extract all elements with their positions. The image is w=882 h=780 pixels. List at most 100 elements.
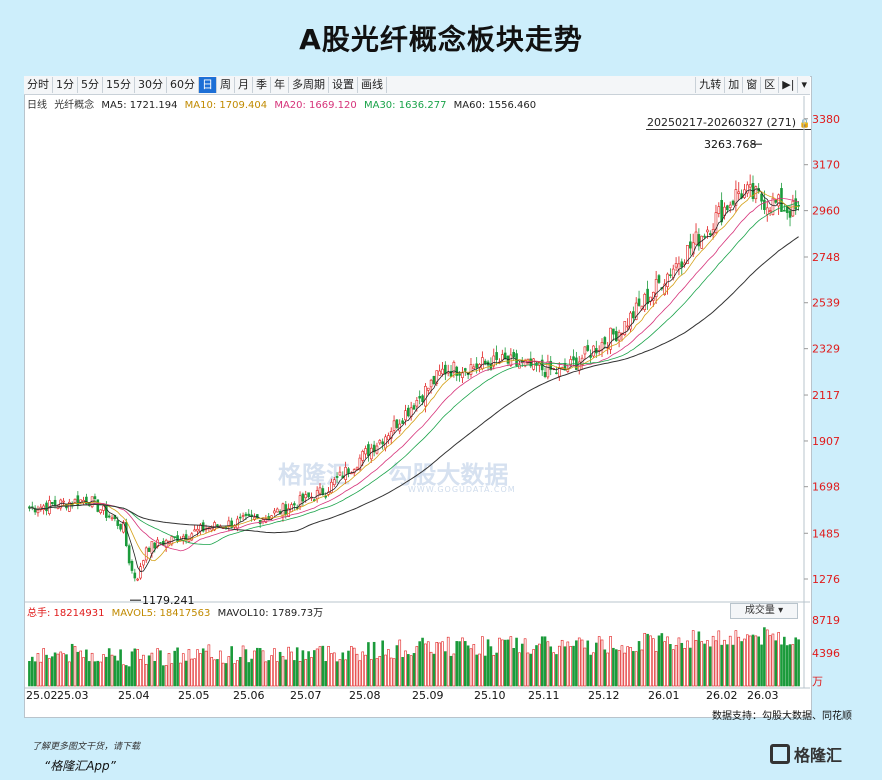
candle-body bbox=[264, 518, 268, 523]
volume-bar bbox=[315, 648, 319, 687]
candle-body bbox=[99, 509, 102, 514]
dropdown-icon[interactable]: ▾ bbox=[797, 77, 810, 93]
tab-day[interactable]: 日 bbox=[199, 77, 217, 93]
y-tick-label: 3380 bbox=[812, 113, 840, 126]
volume-bar bbox=[398, 639, 402, 687]
tab-week[interactable]: 周 bbox=[217, 77, 235, 93]
volume-bar bbox=[503, 639, 507, 687]
candle-body bbox=[392, 420, 396, 431]
low-annotation: 1179.241 bbox=[142, 594, 195, 607]
volume-tick-label: 4396 bbox=[812, 647, 840, 660]
volume-bar bbox=[378, 656, 382, 687]
volume-bar bbox=[122, 664, 125, 687]
x-tick-label: 26.02 bbox=[706, 689, 738, 702]
volume-bar bbox=[184, 660, 188, 687]
draw-line-button[interactable]: 画线 bbox=[358, 77, 387, 93]
candle-body bbox=[523, 360, 527, 367]
candle-body bbox=[127, 545, 131, 564]
volume-bar bbox=[295, 647, 299, 687]
volume-bar bbox=[529, 653, 533, 687]
candle-body bbox=[603, 337, 607, 345]
candle-body bbox=[452, 361, 456, 373]
candle-body bbox=[765, 207, 769, 215]
volume-select-button[interactable]: 成交量 ▾ bbox=[730, 603, 798, 619]
tab-1min[interactable]: 1分 bbox=[53, 77, 78, 93]
play-end-icon[interactable]: ▶| bbox=[778, 77, 797, 93]
volume-bar bbox=[76, 651, 80, 687]
candle-body bbox=[142, 560, 145, 566]
volume-bar bbox=[65, 654, 68, 687]
candle-body bbox=[543, 372, 547, 377]
candle-body bbox=[629, 312, 632, 330]
range-button[interactable]: 区 bbox=[760, 77, 778, 93]
candle-body bbox=[230, 520, 233, 528]
candle-body bbox=[666, 273, 669, 287]
watermark-right: 勾股大数据 bbox=[388, 461, 509, 489]
candle-body bbox=[438, 370, 441, 376]
tab-15min[interactable]: 15分 bbox=[103, 77, 135, 93]
ma30-label: MA30: 1636.277 bbox=[363, 100, 447, 111]
volume-bar bbox=[332, 652, 336, 687]
volume-bar bbox=[629, 647, 632, 687]
tab-5min[interactable]: 5分 bbox=[78, 77, 103, 93]
chart-title: A股光纤概念板块走势 bbox=[299, 23, 583, 56]
lock-icon[interactable]: 🔒 bbox=[799, 119, 811, 129]
y-tick-label: 1485 bbox=[812, 527, 840, 540]
volume-bar bbox=[99, 661, 102, 687]
add-button[interactable]: 加 bbox=[724, 77, 742, 93]
candle-body bbox=[150, 541, 154, 554]
candle-body bbox=[771, 197, 775, 215]
volume-bar bbox=[119, 649, 122, 687]
candle-body bbox=[213, 522, 216, 531]
tab-year[interactable]: 年 bbox=[271, 77, 289, 93]
index-name: 光纤概念 bbox=[54, 100, 95, 111]
volume-bar bbox=[193, 658, 196, 687]
candle-body bbox=[307, 492, 310, 498]
y-tick-label: 2960 bbox=[812, 205, 840, 218]
candle-body bbox=[293, 503, 296, 506]
candle-body bbox=[774, 199, 778, 203]
candle-body bbox=[501, 354, 504, 361]
candle-body bbox=[364, 448, 367, 455]
candle-body bbox=[170, 536, 174, 545]
volume-bar bbox=[224, 663, 228, 687]
candle-body bbox=[421, 395, 424, 402]
candle-body bbox=[404, 410, 407, 421]
volume-bar bbox=[446, 636, 450, 687]
volume-bar bbox=[723, 639, 726, 687]
candle-body bbox=[632, 311, 635, 319]
volume-bar bbox=[540, 636, 544, 687]
candle-body bbox=[797, 204, 800, 207]
volume-bar bbox=[461, 637, 464, 687]
window-button[interactable]: 窗 bbox=[742, 77, 760, 93]
candle-body bbox=[184, 534, 188, 540]
volume-bar bbox=[105, 656, 108, 687]
tab-multi-period[interactable]: 多周期 bbox=[289, 77, 329, 93]
nine-turn-button[interactable]: 九转 bbox=[695, 77, 724, 93]
candle-body bbox=[238, 516, 242, 519]
volume-bar bbox=[666, 636, 669, 687]
tab-timeshare[interactable]: 分时 bbox=[24, 77, 53, 93]
volume-bar bbox=[714, 640, 718, 687]
candle-body bbox=[426, 387, 430, 391]
ma30-line bbox=[29, 202, 799, 546]
date-range-label: 20250217-20260327 (271) bbox=[647, 116, 797, 129]
volume-bar bbox=[560, 639, 564, 687]
date-range[interactable]: 20250217-20260327 (271) 🔒 bbox=[646, 116, 812, 130]
volume-bar bbox=[466, 645, 470, 687]
settings-button[interactable]: 设置 bbox=[329, 77, 358, 93]
volume-bar bbox=[455, 641, 459, 687]
volume-bar bbox=[156, 648, 159, 687]
volume-bar bbox=[569, 646, 572, 687]
volume-bar bbox=[472, 644, 476, 687]
candle-body bbox=[367, 444, 370, 457]
candle-body bbox=[424, 385, 427, 407]
tab-60min[interactable]: 60分 bbox=[167, 77, 199, 93]
tab-month[interactable]: 月 bbox=[235, 77, 253, 93]
volume-bar bbox=[250, 658, 253, 687]
volume-bar bbox=[79, 650, 82, 687]
tab-30min[interactable]: 30分 bbox=[135, 77, 167, 93]
candle-body bbox=[330, 481, 333, 493]
tab-quarter[interactable]: 季 bbox=[253, 77, 271, 93]
